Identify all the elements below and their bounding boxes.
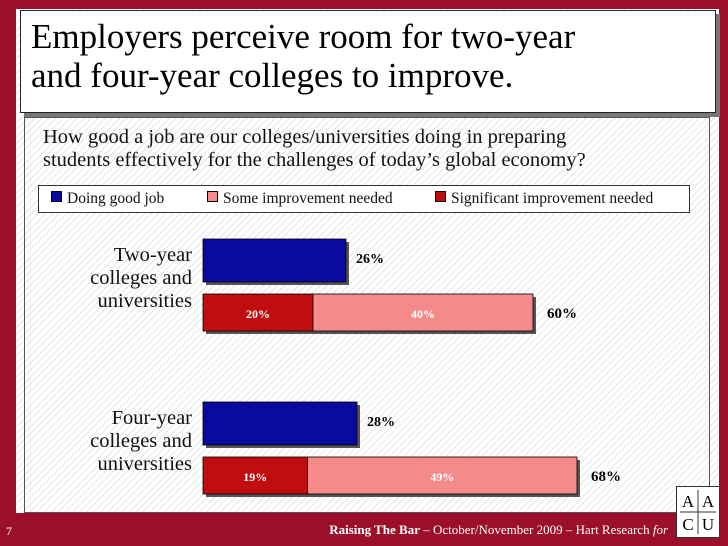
- value-label-improvement-total: 60%: [547, 306, 577, 322]
- legend-label-significant-improvement: Significant improvement needed: [451, 190, 654, 207]
- logo-letter: U: [702, 515, 714, 534]
- survey-question: How good a job are our colleges/universi…: [43, 126, 713, 172]
- category-label: colleges and: [90, 267, 192, 289]
- title-box: Employers perceive room for two-year and…: [20, 10, 716, 113]
- category-label: universities: [97, 453, 192, 475]
- category-label: universities: [97, 290, 192, 312]
- category-label: colleges and: [90, 430, 192, 452]
- value-label-doing-good-job: 26%: [356, 252, 384, 267]
- category-label: Four-year: [112, 407, 193, 429]
- slide-title: Employers perceive room for two-year and…: [31, 17, 707, 95]
- slide-footer: 7 Raising The Bar – October/November 200…: [0, 514, 728, 546]
- legend-label-doing-good-job: Doing good job: [67, 190, 165, 207]
- value-label-doing-good-job: 28%: [367, 415, 395, 430]
- legend-swatch-some-improvement: [207, 191, 218, 202]
- value-label-significant-improvement: 20%: [246, 307, 270, 321]
- source-details: – October/November 2009 – Hart Research: [419, 522, 653, 537]
- question-line-2: students effectively for the challenges …: [43, 149, 586, 171]
- legend-item-some-improvement: Some improvement needed: [207, 190, 393, 208]
- legend-swatch-doing-good-job: [51, 191, 62, 202]
- aacu-logo-mark: A A C U: [680, 490, 716, 534]
- legend-item-doing-good-job: Doing good job: [51, 190, 164, 208]
- legend-swatch-significant-improvement: [435, 191, 446, 202]
- bar-doing-good-job: [202, 401, 358, 446]
- bar-doing-good-job: [202, 238, 347, 283]
- legend-label-some-improvement: Some improvement needed: [223, 190, 393, 207]
- bar-some-improvement: [312, 293, 534, 332]
- question-line-1: How good a job are our colleges/universi…: [43, 126, 567, 148]
- source-report-title: Raising The Bar: [329, 522, 420, 537]
- source-citation: Raising The Bar – October/November 2009 …: [329, 522, 668, 538]
- category-label: Two-year: [114, 244, 192, 266]
- value-label-significant-improvement: 19%: [243, 470, 267, 484]
- value-label-some-improvement: 49%: [430, 470, 454, 484]
- chart-legend: Doing good job Some improvement needed S…: [38, 185, 690, 213]
- title-line-2: and four-year colleges to improve.: [31, 56, 514, 95]
- bar-some-improvement: [307, 456, 578, 495]
- aacu-logo: A A C U: [676, 486, 720, 538]
- logo-letter: C: [682, 515, 693, 534]
- page-number: 7: [6, 524, 12, 538]
- logo-letter: A: [682, 492, 695, 511]
- bar-significant-improvement: [202, 456, 308, 495]
- logo-letter: A: [702, 492, 715, 511]
- title-line-1: Employers perceive room for two-year: [31, 17, 576, 56]
- source-for: for: [652, 522, 668, 537]
- legend-item-significant-improvement: Significant improvement needed: [435, 190, 653, 208]
- value-label-improvement-total: 68%: [591, 469, 621, 485]
- value-label-some-improvement: 40%: [411, 307, 435, 321]
- chart-frame: [24, 117, 710, 513]
